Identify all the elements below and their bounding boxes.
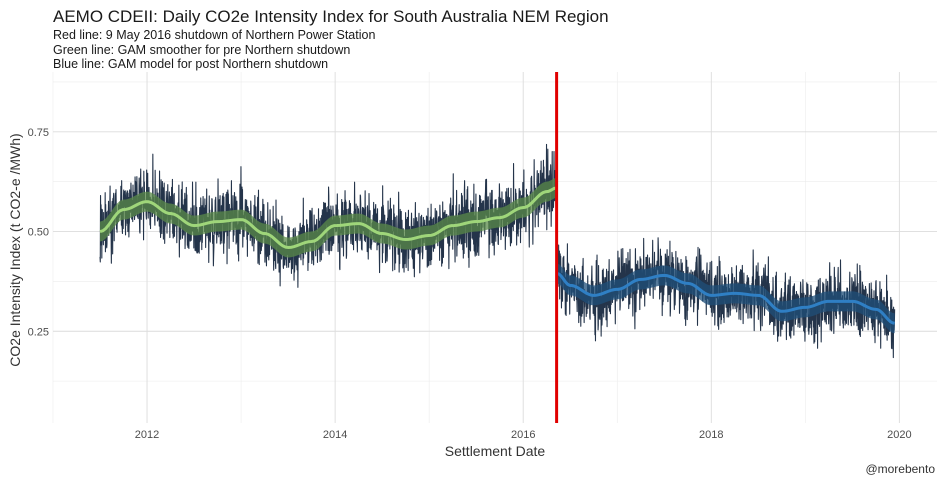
x-axis-label: Settlement Date xyxy=(445,443,546,459)
y-tick-label: 0.75 xyxy=(28,127,49,139)
gam-series xyxy=(99,72,895,423)
plot-panel xyxy=(53,72,937,423)
subtitle-green-line: Green line: GAM smoother for pre Norther… xyxy=(53,43,351,57)
y-tick-label: 0.25 xyxy=(28,326,49,338)
gam-pre-line xyxy=(99,186,558,249)
grid xyxy=(52,72,937,423)
x-tick-label: 2018 xyxy=(699,429,723,441)
gam-pre-band xyxy=(100,177,558,258)
y-axis-label: CO2e Intensity Index (t CO2-e /MWh) xyxy=(7,133,23,366)
x-tick-label: 2020 xyxy=(887,429,911,441)
y-tick-label: 0.50 xyxy=(28,227,49,239)
subtitle-red-line: Red line: 9 May 2016 shutdown of Norther… xyxy=(53,28,376,42)
gam-post-line xyxy=(556,272,895,325)
gam-post-band xyxy=(557,263,895,334)
x-tick-label: 2016 xyxy=(511,429,535,441)
subtitle-blue-line: Blue line: GAM model for post Northern s… xyxy=(53,57,329,71)
axes: 2012 2014 2016 2018 2020 0.25 0.50 0.75 xyxy=(28,127,912,441)
x-tick-label: 2012 xyxy=(135,429,159,441)
caption-author: @morebento xyxy=(865,462,935,476)
chart-title: AEMO CDEII: Daily CO2e Intensity Index f… xyxy=(53,7,609,26)
x-tick-label: 2014 xyxy=(323,429,347,441)
